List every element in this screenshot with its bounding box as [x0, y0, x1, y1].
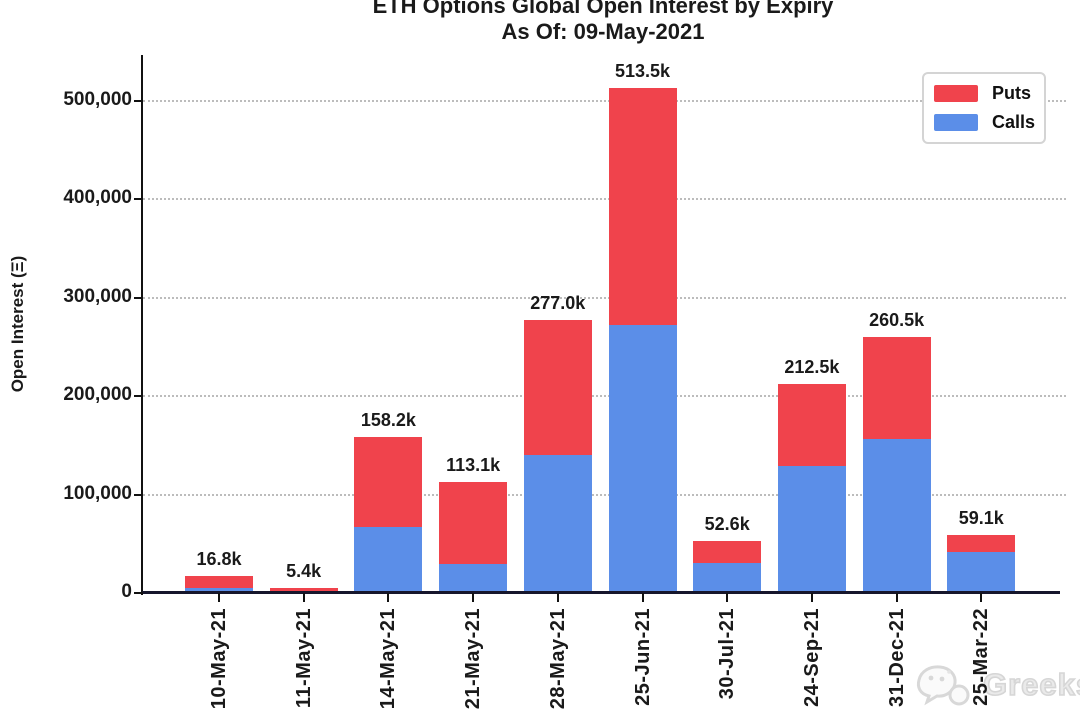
- bar-calls-segment: [354, 527, 423, 593]
- x-tick-label: 14-May-21: [377, 608, 400, 710]
- x-tick-mark: [895, 593, 898, 602]
- x-tick-mark: [641, 593, 644, 602]
- x-tick-mark: [218, 593, 220, 602]
- bar-calls-segment: [523, 455, 592, 593]
- bar-total-label: 113.1k: [446, 454, 501, 475]
- bar-puts-segment: [523, 320, 592, 456]
- bar-total-label: 513.5k: [614, 60, 671, 81]
- bar-total-label: 5.4k: [286, 560, 322, 581]
- x-tick-label: 28-May-21: [546, 608, 569, 710]
- y-tick-mark: [134, 493, 143, 496]
- y-tick-label: 100,000: [63, 482, 132, 504]
- bar-total-label: 158.2k: [360, 410, 416, 431]
- y-tick-label: 500,000: [63, 89, 132, 110]
- bar-total-label: 59.1k: [958, 507, 1004, 528]
- bar-calls-segment: [777, 466, 846, 593]
- x-tick-label: 25-Mar-22: [970, 608, 993, 706]
- y-axis-spine: [141, 55, 143, 595]
- gridline: [143, 493, 1066, 496]
- bar-puts-segment: [439, 481, 508, 565]
- bar-puts-segment: [354, 437, 423, 528]
- chart-title: ETH Options Global Open Interest by Expi…: [372, 0, 834, 18]
- bar-calls-segment: [947, 551, 1016, 593]
- legend-item-puts: Puts: [934, 83, 1032, 104]
- x-tick-label: 21-May-21: [462, 608, 485, 710]
- y-tick-label: 400,000: [63, 187, 132, 209]
- y-tick-mark: [134, 198, 143, 201]
- greeks-logo-icon: [916, 665, 970, 706]
- bar-calls-segment: [693, 563, 762, 593]
- bar-puts-segment: [185, 576, 253, 588]
- x-tick-mark: [302, 593, 305, 602]
- bar-puts-segment: [777, 383, 846, 467]
- y-tick-label: 0: [121, 581, 132, 602]
- x-tick-mark: [810, 593, 813, 602]
- watermark: Greeks: [915, 662, 1080, 708]
- x-tick-label: 25-Jun-21: [631, 608, 654, 706]
- bar-puts-segment: [693, 541, 762, 564]
- x-axis-spine: [142, 591, 1060, 594]
- x-tick-mark: [726, 593, 729, 602]
- bar-total-label: 16.8k: [196, 549, 242, 570]
- puts-swatch-icon: [934, 85, 978, 102]
- x-tick-label: 10-May-21: [208, 608, 230, 710]
- bar-puts-segment: [862, 336, 931, 439]
- bar-total-label: 212.5k: [784, 356, 840, 377]
- gridline: [143, 296, 1066, 299]
- gridline: [143, 100, 1066, 102]
- y-tick-mark: [134, 296, 143, 299]
- bar-calls-segment: [608, 324, 677, 593]
- legend-label-puts: Puts: [992, 83, 1032, 103]
- bar-calls-segment: [185, 587, 253, 593]
- chart-subtitle: As Of: 09-May-2021: [501, 19, 705, 44]
- y-tick-label: 300,000: [63, 285, 132, 307]
- y-tick-mark: [134, 592, 143, 594]
- gridline: [143, 395, 1066, 398]
- y-tick-mark: [134, 100, 143, 102]
- watermark-text: Greeks: [982, 666, 1080, 703]
- legend-label-calls: Calls: [992, 112, 1036, 132]
- y-tick-label: 200,000: [63, 384, 132, 406]
- bar-calls-segment: [439, 564, 508, 593]
- bar-puts-segment: [947, 534, 1016, 552]
- calls-swatch-icon: [934, 114, 978, 131]
- y-tick-mark: [134, 395, 143, 398]
- bar-puts-segment: [269, 587, 338, 592]
- bar-total-label: 277.0k: [530, 293, 586, 314]
- bar-calls-segment: [862, 439, 931, 593]
- x-tick-mark: [556, 593, 559, 602]
- legend-item-calls: Calls: [934, 112, 1036, 133]
- x-tick-label: 30-Jul-21: [716, 608, 739, 700]
- x-tick-label: 11-May-21: [292, 608, 315, 709]
- gridline: [143, 198, 1066, 201]
- x-tick-mark: [472, 593, 475, 602]
- x-tick-label: 24-Sep-21: [800, 608, 823, 707]
- legend: Puts Calls: [922, 72, 1046, 144]
- bar-total-label: 52.6k: [704, 514, 750, 535]
- x-tick-label: 31-Dec-21: [885, 608, 908, 708]
- y-axis-title: Open Interest (Ξ): [8, 255, 27, 393]
- x-tick-mark: [387, 593, 390, 602]
- x-tick-mark: [980, 593, 983, 602]
- bar-puts-segment: [608, 87, 677, 325]
- bar-total-label: 260.5k: [869, 309, 925, 330]
